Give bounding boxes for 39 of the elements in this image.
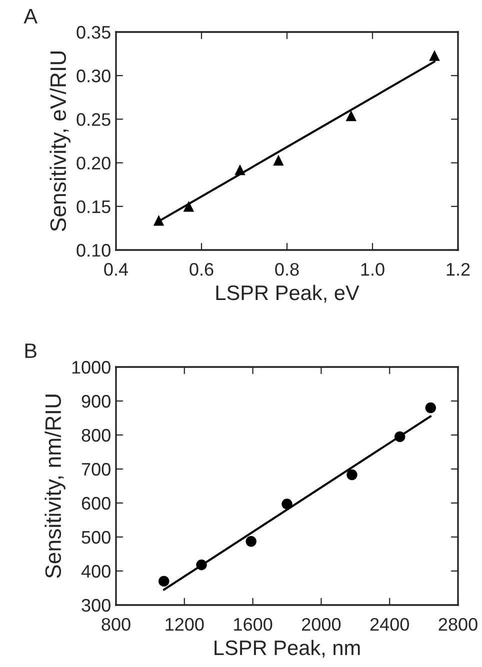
point [425, 402, 436, 414]
x-axis-title: LSPR Peak, eV [216, 284, 360, 303]
y-tick-label: 500 [82, 530, 110, 544]
y-tick-label: 0.20 [76, 156, 110, 170]
point [429, 50, 440, 61]
y-tick-label: 0.25 [76, 113, 110, 126]
y-tick-label: 0.15 [76, 200, 110, 214]
x-tick-label: 800 [102, 618, 130, 631]
x-tick-label: 0.6 [190, 262, 214, 276]
x-tick-label: 2400 [370, 618, 409, 631]
x-tick-label: 1600 [234, 618, 272, 631]
x-tick-label: 2000 [302, 618, 341, 631]
text: A [24, 8, 38, 24]
x-tick-label: 1200 [166, 618, 204, 631]
y-tick-label: 600 [82, 496, 110, 510]
y-tick-label: 0.30 [76, 70, 110, 82]
y-tick-label: 400 [81, 564, 110, 578]
text: B [25, 344, 36, 358]
point [183, 201, 194, 212]
y-axis-title: Sensitivity, nm/RIU [44, 394, 66, 578]
y-tick-label: 700 [82, 462, 110, 476]
point [346, 469, 358, 480]
x-tick-label: 0.8 [275, 262, 299, 276]
point [273, 154, 284, 166]
point [346, 110, 357, 122]
x-tick-label: 1.2 [446, 262, 470, 276]
y-tick-label: 300 [82, 598, 110, 612]
x-tick-label: 2800 [438, 618, 478, 631]
x-tick-label: 0.4 [104, 262, 128, 276]
x-tick-label: 1.0 [361, 262, 384, 276]
y-axis-title: Sensitivity, eV/RIU [50, 52, 70, 232]
point [158, 576, 170, 587]
y-tick-label: 0.35 [76, 26, 110, 39]
y-tick-label: 1000 [72, 360, 110, 374]
y-tick-label: 900 [82, 394, 110, 408]
x-axis-title: LSPR Peak, nm [214, 640, 360, 658]
y-tick-label: 0.10 [76, 244, 110, 257]
y-tick-label: 800 [82, 428, 110, 442]
point [246, 536, 256, 547]
